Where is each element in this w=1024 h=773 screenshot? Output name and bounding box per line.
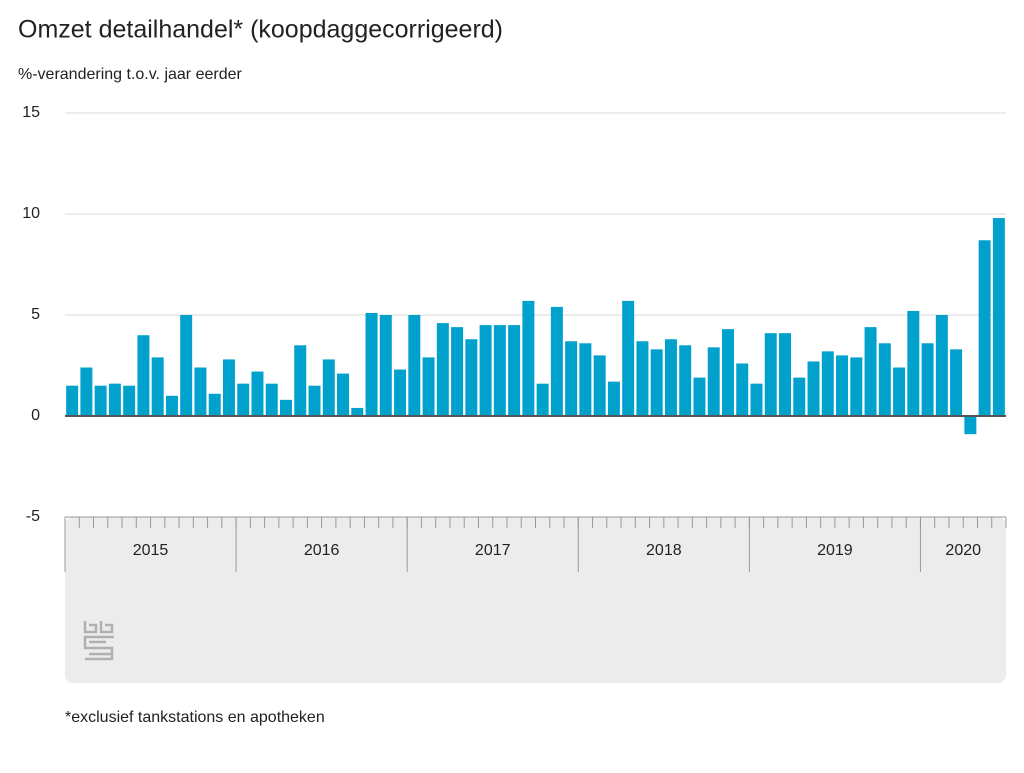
- bar: [650, 349, 663, 416]
- bar: [322, 359, 335, 416]
- x-group-label: 2017: [475, 542, 511, 559]
- bar: [550, 306, 563, 416]
- bar: [408, 315, 421, 416]
- bar: [165, 395, 178, 416]
- bar: [294, 345, 307, 416]
- bar: [222, 359, 235, 416]
- y-tick-label: 15: [22, 104, 40, 121]
- bar: [379, 315, 392, 416]
- x-group-label: 2016: [304, 542, 340, 559]
- bar: [821, 351, 834, 416]
- bar: [793, 377, 806, 416]
- y-tick-label: 5: [31, 306, 40, 323]
- bar: [921, 343, 934, 416]
- bar: [736, 363, 749, 416]
- bar: [964, 416, 977, 435]
- bar: [992, 218, 1005, 416]
- chart-subtitle: %-verandering t.o.v. jaar eerder: [18, 66, 242, 83]
- bar: [565, 341, 578, 416]
- bar: [465, 339, 478, 416]
- bar: [351, 407, 364, 416]
- bar: [893, 367, 906, 416]
- bar: [493, 325, 506, 416]
- chart-title: Omzet detailhandel* (koopdaggecorrigeerd…: [18, 16, 503, 44]
- bar: [265, 383, 278, 416]
- bar: [679, 345, 692, 416]
- bar: [394, 369, 407, 416]
- bar: [80, 367, 93, 416]
- axis-band: [65, 517, 1006, 683]
- bar: [750, 383, 763, 416]
- bar: [707, 347, 720, 416]
- y-tick-label: 10: [22, 205, 40, 222]
- bar: [479, 325, 492, 416]
- bar: [451, 327, 464, 416]
- bar: [536, 383, 549, 416]
- x-group-label: 2018: [646, 542, 682, 559]
- bar: [365, 312, 378, 416]
- bar: [593, 355, 606, 416]
- bar: [508, 325, 521, 416]
- bar: [878, 343, 891, 416]
- bar: [664, 339, 677, 416]
- bar: [237, 383, 250, 416]
- bar: [123, 385, 136, 416]
- bar: [337, 373, 350, 416]
- bar: [308, 385, 321, 416]
- bar: [180, 315, 193, 416]
- bar: [779, 333, 791, 416]
- bar: [194, 367, 207, 416]
- bar: [579, 343, 592, 416]
- bar: [907, 310, 920, 416]
- bar: [935, 315, 948, 416]
- bar: [636, 341, 649, 416]
- bar: [280, 399, 292, 416]
- bar: [94, 385, 107, 416]
- bar: [522, 300, 535, 416]
- bar: [764, 333, 777, 416]
- bar: [950, 349, 963, 416]
- bar: [108, 383, 121, 416]
- bar: [436, 323, 449, 416]
- bar: [721, 329, 734, 416]
- bar: [693, 377, 706, 416]
- footnote: *exclusief tankstations en apotheken: [65, 709, 325, 726]
- x-group-label: 2019: [817, 542, 853, 559]
- x-group-label: 2020: [945, 542, 981, 559]
- bar: [807, 361, 820, 416]
- bar: [66, 385, 79, 416]
- bar: [422, 357, 435, 416]
- bar: [137, 335, 150, 416]
- y-tick-label: -5: [26, 508, 40, 525]
- bar: [622, 300, 635, 416]
- logo: [83, 621, 114, 661]
- bar: [208, 393, 221, 416]
- bar: [607, 381, 620, 416]
- bar: [251, 371, 264, 416]
- bar: [836, 355, 849, 416]
- bar: [864, 327, 877, 416]
- bar: [151, 357, 164, 416]
- bar: [850, 357, 863, 416]
- y-tick-label: 0: [31, 407, 40, 424]
- bar: [978, 240, 991, 416]
- x-group-label: 2015: [133, 542, 169, 559]
